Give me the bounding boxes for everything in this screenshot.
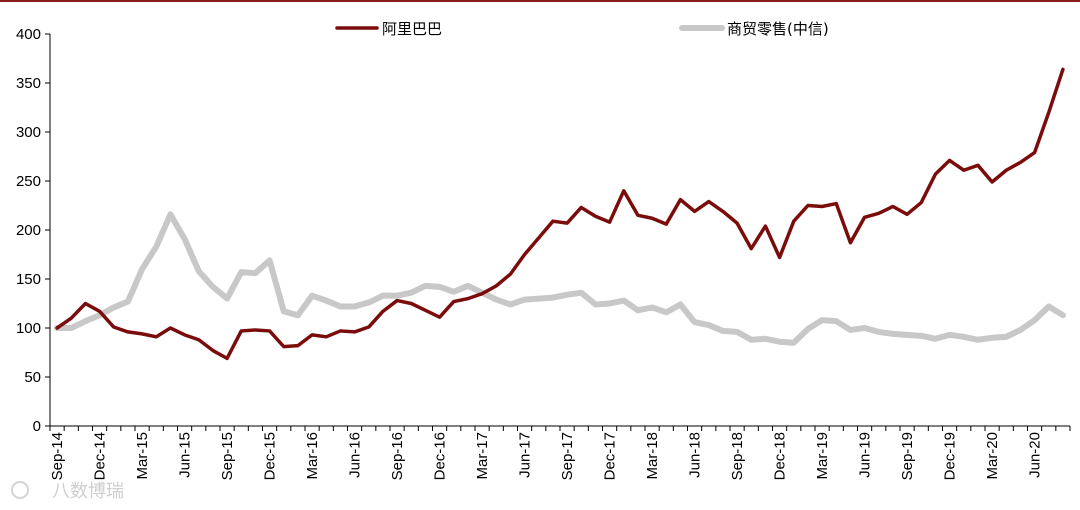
series-points-0 [57,69,1063,359]
y-tick-label: 250 [16,173,41,190]
y-tick-label: 100 [16,320,41,337]
legend-label-0: 阿里巴巴 [382,20,442,38]
watermark-logo-icon [11,481,29,499]
x-tick-label: Sep-15 [219,432,236,480]
y-tick-label: 300 [16,124,41,141]
x-tick-label: Dec-17 [602,432,619,480]
x-tick-label: Mar-19 [814,432,831,480]
y-tick-label: 50 [24,369,41,386]
y-tick-label: 350 [16,75,41,92]
x-tick-label: Sep-14 [49,432,66,480]
y-tick-label: 200 [16,222,41,239]
x-tick-label: Dec-16 [432,432,449,480]
x-tick-label: Dec-19 [942,432,959,480]
watermark: 八数博瑞 [11,481,124,502]
x-tick-label: Dec-15 [262,432,279,480]
y-tick-label: 400 [16,26,41,43]
x-tick-label: Jun-20 [1027,432,1044,478]
axes: 0 50 100 150 200 250 300 350 400 Sep-14 Dec-14 Mar-… [16,26,1071,480]
y-tick-label: 150 [16,271,41,288]
x-tick-label: Sep-19 [899,432,916,480]
x-tick-label: Jun-16 [347,432,364,478]
x-tick-label: Jun-17 [517,432,534,478]
x-tick-label: Mar-16 [304,432,321,480]
x-tick-label: Dec-14 [92,432,109,480]
x-tick-label: Sep-17 [559,432,576,480]
x-tick-label: Sep-16 [389,432,406,480]
x-tick-label: Sep-18 [729,432,746,480]
x-tick-label: Mar-17 [474,432,491,480]
legend-label-1: 商贸零售(中信) [727,20,829,38]
x-tick-label: Mar-15 [134,432,151,480]
series-points-1 [57,214,1063,343]
watermark-text: 八数博瑞 [52,481,124,502]
x-tick-label: Jun-19 [857,432,874,478]
series-line-0 [55,67,1065,361]
series-line-1 [54,211,1066,346]
x-tick-label: Jun-15 [177,432,194,478]
x-tick-label: Mar-20 [984,432,1001,480]
series-lines [54,67,1066,361]
x-tick-label: Mar-18 [644,432,661,480]
x-tick-label: Dec-18 [772,432,789,480]
legend: 阿里巴巴 商贸零售(中信) [335,20,829,38]
y-tick-label: 0 [33,418,41,435]
x-tick-label: Jun-18 [687,432,704,478]
